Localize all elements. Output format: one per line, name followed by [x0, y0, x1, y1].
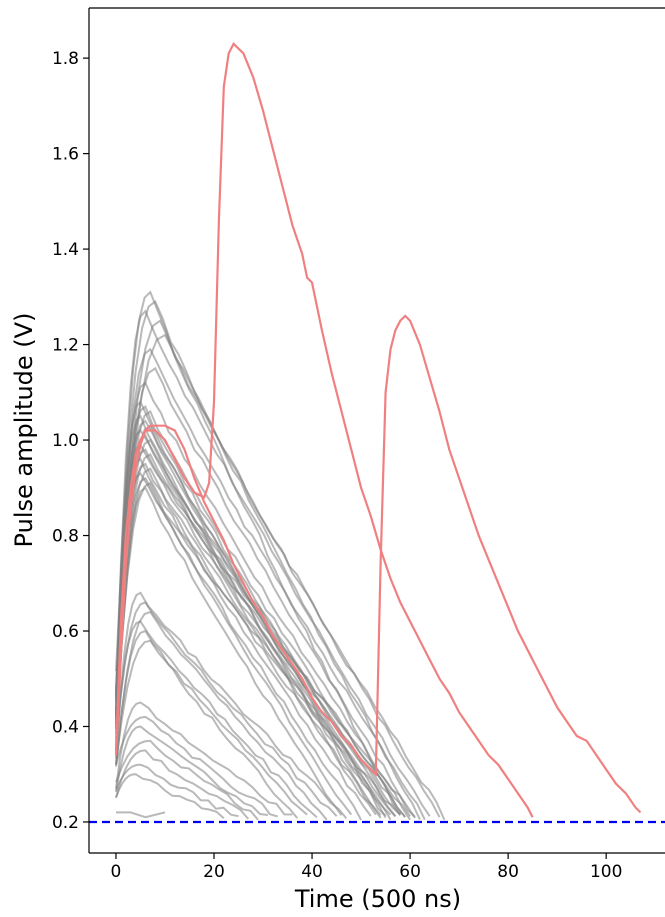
y-axis-label: Pulse amplitude (V)	[10, 313, 38, 548]
y-tick-label: 1.4	[52, 240, 79, 260]
gray-pulse-trace	[115, 601, 338, 817]
gray-pulse-trace	[115, 366, 416, 819]
gray-pulse-trace	[115, 452, 416, 818]
gray-pulse-trace	[115, 620, 318, 819]
gray-pulse-trace	[115, 457, 372, 817]
gray-traces-group	[115, 290, 446, 821]
y-tick-label: 1.2	[52, 336, 79, 356]
gray-pulse-trace	[115, 749, 250, 820]
y-tick-label: 0.2	[52, 813, 79, 833]
gray-pulse-trace	[115, 347, 426, 821]
gray-pulse-trace	[115, 381, 411, 821]
y-tick-label: 1.0	[52, 431, 79, 451]
y-tick-label: 0.6	[52, 622, 79, 642]
gray-pulse-trace	[115, 300, 421, 820]
gray-pulse-trace	[115, 290, 402, 815]
gray-pulse-trace	[115, 629, 308, 816]
gray-pulse-trace	[115, 467, 392, 816]
y-tick-label: 0.8	[52, 527, 79, 547]
gray-pulse-trace	[115, 486, 343, 816]
gray-pulse-trace	[115, 725, 269, 816]
gray-pulse-trace	[116, 811, 166, 819]
gray-pulse-trace	[115, 476, 362, 821]
gray-pulse-trace	[115, 715, 278, 818]
x-axis-label: Time (500 ns)	[294, 885, 461, 913]
x-tick-label: 60	[399, 862, 421, 882]
gray-pulse-trace	[115, 610, 328, 821]
highlighted-pulse-trace-1	[114, 41, 534, 818]
gray-pulse-trace	[115, 739, 259, 821]
x-tick-label: 80	[497, 862, 519, 882]
x-tick-label: 20	[203, 862, 225, 882]
gray-pulse-trace	[115, 333, 446, 821]
gray-pulse-trace	[115, 481, 353, 816]
gray-pulse-trace	[115, 701, 293, 816]
gray-pulse-trace	[115, 773, 225, 819]
highlighted-pulse-trace-2	[114, 314, 642, 814]
x-tick-label: 40	[301, 862, 323, 882]
gray-pulse-trace	[115, 639, 299, 819]
y-tick-label: 1.6	[52, 145, 79, 165]
gray-pulse-trace	[115, 591, 348, 819]
y-tick-label: 1.8	[52, 49, 79, 69]
y-tick-label: 0.4	[52, 717, 79, 737]
x-tick-label: 0	[111, 862, 122, 882]
gray-pulse-trace	[115, 309, 431, 817]
gray-pulse-trace	[115, 763, 239, 818]
x-tick-label: 100	[590, 862, 622, 882]
highlighted-traces-group	[114, 41, 642, 818]
axes-group: 0 20 40 60 80 100 0.2 0.4 0.6 0.8 1.0 1.2 1.4 1.6 1.8	[52, 7, 665, 882]
